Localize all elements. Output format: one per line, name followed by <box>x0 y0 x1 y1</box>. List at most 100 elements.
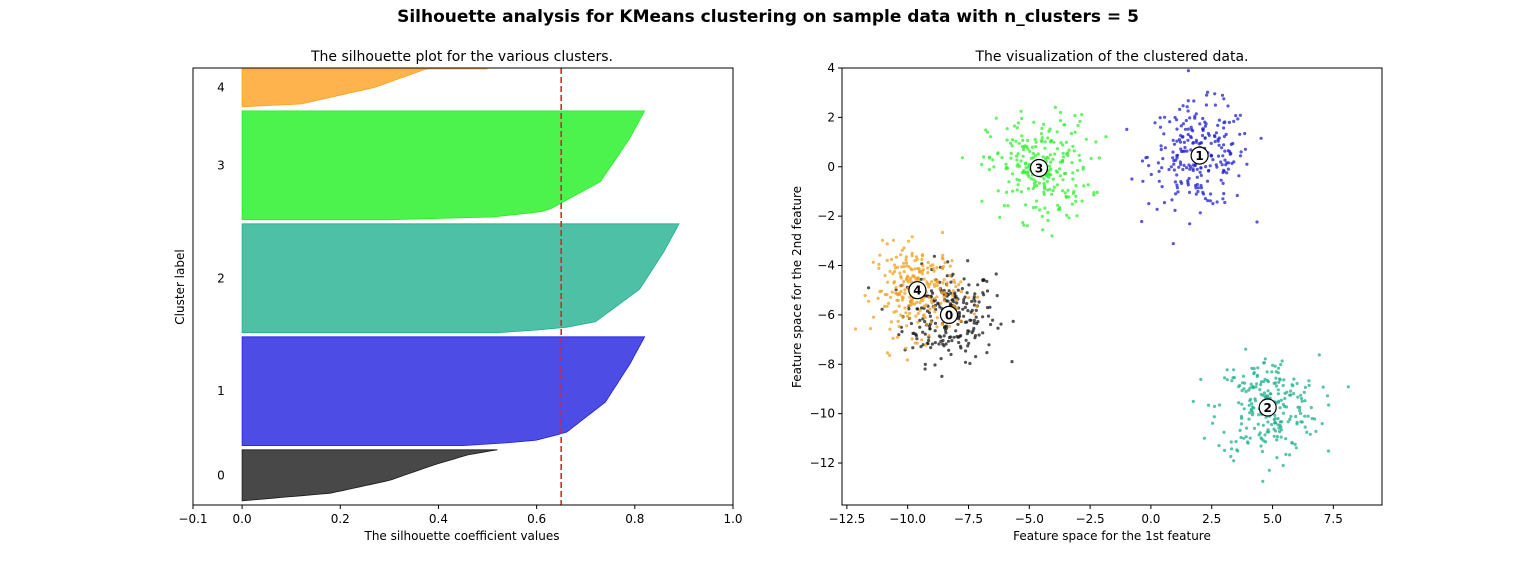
scatter-point <box>897 304 901 308</box>
scatter-point <box>1234 114 1238 118</box>
scatter-point <box>960 156 965 160</box>
scatter-point <box>985 279 989 283</box>
scatter-point <box>1016 152 1020 156</box>
scatter-point <box>938 287 942 291</box>
scatter-point <box>1205 93 1209 97</box>
scatter-point <box>1222 192 1226 196</box>
scatter-y-tick-label: 2 <box>827 110 835 124</box>
scatter-point <box>1188 134 1193 139</box>
scatter-point <box>906 314 910 318</box>
scatter-point <box>880 307 884 311</box>
scatter-point <box>1049 139 1054 143</box>
scatter-point <box>949 280 953 284</box>
scatter-point <box>876 296 880 300</box>
scatter-point <box>1229 454 1233 459</box>
scatter-point <box>1286 420 1290 424</box>
scatter-point <box>958 344 963 348</box>
silhouette-fills <box>241 68 680 502</box>
scatter-point <box>946 260 950 264</box>
scatter-point <box>1058 110 1063 115</box>
scatter-point <box>928 282 932 286</box>
scatter-point <box>940 291 944 295</box>
scatter-point <box>902 270 906 274</box>
scatter-point <box>977 300 981 304</box>
scatter-point <box>1261 423 1265 427</box>
scatter-point <box>1011 319 1015 323</box>
scatter-point <box>877 262 881 266</box>
scatter-point <box>991 318 995 322</box>
scatter-point <box>932 269 936 273</box>
scatter-point <box>1227 161 1231 165</box>
scatter-point <box>1075 214 1079 218</box>
scatter-point <box>1276 388 1280 392</box>
scatter-point <box>1069 132 1074 136</box>
scatter-point <box>976 295 980 299</box>
scatter-point <box>1284 437 1288 441</box>
scatter-point <box>1061 151 1065 155</box>
scatter-point <box>985 289 990 293</box>
scatter-point <box>1206 199 1210 203</box>
scatter-point <box>889 320 894 324</box>
scatter-point <box>1031 206 1036 210</box>
scatter-point <box>959 319 963 323</box>
scatter-point <box>1175 127 1179 131</box>
scatter-point <box>1305 430 1309 434</box>
scatter-x-tick-label: −2.5 <box>1076 512 1105 526</box>
scatter-point <box>888 353 892 357</box>
scatter-point <box>1184 118 1188 123</box>
scatter-point <box>1081 167 1085 171</box>
scatter-point <box>1279 435 1283 439</box>
scatter-point <box>1273 421 1277 425</box>
scatter-point <box>1289 393 1293 397</box>
scatter-point <box>1223 200 1227 205</box>
scatter-point <box>1024 203 1028 207</box>
scatter-point <box>1271 363 1275 367</box>
cluster-center-label-1: 1 <box>1195 149 1203 163</box>
scatter-point <box>952 304 956 308</box>
scatter-point <box>1179 133 1183 138</box>
scatter-point <box>932 282 936 286</box>
scatter-point <box>1035 199 1039 203</box>
scatter-point <box>1041 228 1045 232</box>
scatter-point <box>1247 403 1251 407</box>
scatter-point <box>1004 162 1008 166</box>
scatter-point <box>897 324 901 329</box>
scatter-point <box>1055 170 1060 174</box>
scatter-point <box>1325 394 1330 398</box>
scatter-point <box>1300 399 1304 403</box>
scatter-point <box>914 255 919 259</box>
scatter-point <box>962 277 966 281</box>
scatter-point <box>1219 160 1223 164</box>
scatter-point <box>1238 428 1242 432</box>
silhouette-cluster-label-0: 0 <box>217 468 225 482</box>
scatter-point <box>1029 177 1033 181</box>
scatter-point <box>1049 167 1053 171</box>
scatter-point <box>1130 177 1134 181</box>
scatter-point <box>977 333 981 337</box>
scatter-point <box>1327 403 1331 407</box>
silhouette-fill-cluster-4 <box>241 68 488 108</box>
scatter-point <box>1168 120 1172 124</box>
scatter-point <box>966 309 970 313</box>
scatter-point <box>1274 384 1279 388</box>
scatter-point <box>1084 137 1088 141</box>
scatter-point <box>1055 147 1060 151</box>
scatter-point <box>1252 372 1256 376</box>
scatter-point <box>956 288 960 292</box>
scatter-point <box>1051 188 1055 193</box>
scatter-point <box>868 327 873 331</box>
scatter-point <box>926 260 930 265</box>
scatter-point <box>1308 432 1312 436</box>
scatter-point <box>1243 131 1247 136</box>
scatter-point <box>959 280 963 284</box>
scatter-plot-title: The visualization of the clustered data. <box>975 49 1249 65</box>
silhouette-plot-title: The silhouette plot for the various clus… <box>310 49 613 65</box>
scatter-point <box>1309 406 1313 410</box>
scatter-point <box>933 278 937 282</box>
scatter-point <box>885 258 889 262</box>
scatter-point <box>1267 468 1271 472</box>
scatter-point <box>1172 142 1177 146</box>
scatter-point <box>926 266 930 270</box>
scatter-point <box>1276 371 1280 375</box>
scatter-point <box>1046 210 1050 215</box>
